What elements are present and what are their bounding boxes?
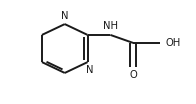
Text: N: N bbox=[61, 11, 69, 21]
Text: N: N bbox=[86, 65, 93, 75]
Text: OH: OH bbox=[165, 38, 180, 48]
Text: O: O bbox=[129, 70, 137, 80]
Text: NH: NH bbox=[103, 21, 118, 31]
